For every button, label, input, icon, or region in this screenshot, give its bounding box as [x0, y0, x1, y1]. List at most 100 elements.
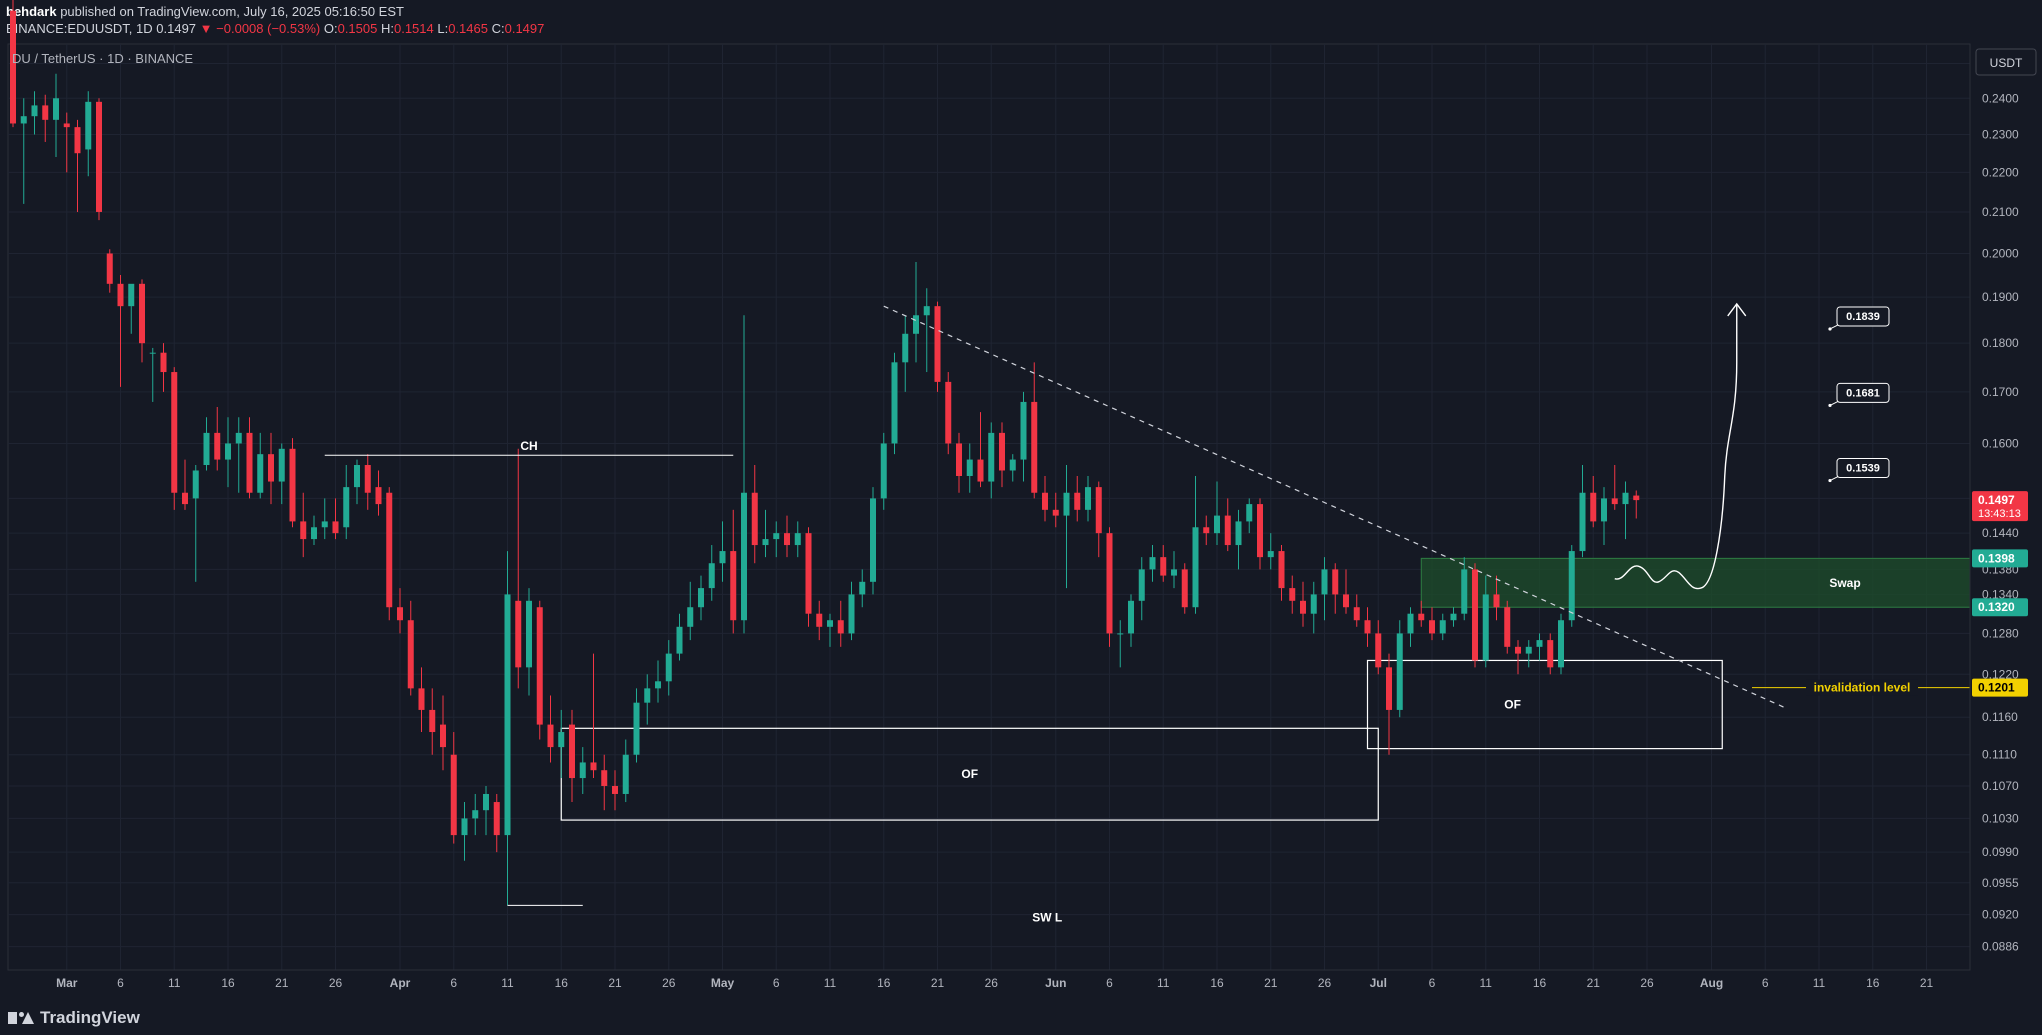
- candle-body[interactable]: [128, 283, 135, 307]
- candle-body[interactable]: [332, 521, 339, 534]
- candle-body[interactable]: [655, 681, 661, 689]
- candle-body[interactable]: [418, 688, 425, 710]
- candle-body[interactable]: [1009, 459, 1016, 471]
- candle-body[interactable]: [311, 527, 317, 540]
- candle-body[interactable]: [1343, 594, 1349, 608]
- candle-body[interactable]: [343, 487, 350, 528]
- candle-body[interactable]: [1568, 551, 1575, 621]
- candle-body[interactable]: [719, 551, 726, 564]
- candle-body[interactable]: [1353, 607, 1360, 621]
- candle-body[interactable]: [999, 432, 1005, 471]
- candle-body[interactable]: [1364, 620, 1371, 634]
- candle-body[interactable]: [225, 443, 231, 460]
- candle-body[interactable]: [1235, 521, 1242, 546]
- candle-body[interactable]: [192, 470, 199, 499]
- candle-body[interactable]: [1547, 640, 1554, 668]
- candle-body[interactable]: [687, 607, 694, 627]
- price-chart[interactable]: Swap OF OF CH SW L 0.1539 0.1681 0.1839 invalid…: [0, 0, 2042, 1000]
- candle-body[interactable]: [1181, 569, 1188, 608]
- candle-body[interactable]: [708, 563, 715, 589]
- candle-body[interactable]: [268, 454, 274, 482]
- candle-body[interactable]: [762, 539, 769, 546]
- candle-body[interactable]: [698, 588, 704, 608]
- candle-body[interactable]: [1429, 620, 1435, 634]
- candle-body[interactable]: [20, 116, 27, 124]
- candle-body[interactable]: [794, 533, 801, 546]
- candle-body[interactable]: [816, 613, 823, 627]
- candle-body[interactable]: [1063, 492, 1070, 516]
- candle-body[interactable]: [1203, 527, 1210, 534]
- candle-body[interactable]: [751, 492, 758, 546]
- candle-body[interactable]: [579, 762, 586, 779]
- candle-body[interactable]: [526, 600, 532, 668]
- candle-body[interactable]: [536, 607, 543, 725]
- candle-body[interactable]: [601, 770, 608, 786]
- symbol-label[interactable]: BINANCE:EDUUSDT, 1D: [6, 21, 153, 36]
- candle-body[interactable]: [1149, 557, 1156, 570]
- candle-body[interactable]: [569, 724, 575, 779]
- candle-body[interactable]: [171, 372, 178, 493]
- author-name[interactable]: behdark: [6, 4, 57, 19]
- tradingview-brand[interactable]: TradingView: [8, 1008, 140, 1028]
- candle-body[interactable]: [1095, 487, 1102, 534]
- candle-body[interactable]: [1214, 515, 1220, 534]
- candle-body[interactable]: [988, 432, 995, 482]
- candle-body[interactable]: [139, 283, 145, 344]
- candle-body[interactable]: [1128, 600, 1134, 634]
- currency-button[interactable]: [1975, 48, 2037, 76]
- candle-body[interactable]: [1310, 594, 1317, 614]
- candle-body[interactable]: [1525, 646, 1532, 654]
- candle-body[interactable]: [1482, 594, 1489, 661]
- candle-body[interactable]: [558, 732, 565, 748]
- candle-body[interactable]: [1117, 633, 1124, 635]
- candle-body[interactable]: [891, 362, 898, 444]
- candle-body[interactable]: [1020, 401, 1027, 460]
- candle-body[interactable]: [1558, 620, 1564, 668]
- candle-body[interactable]: [85, 101, 92, 150]
- candle-body[interactable]: [880, 443, 887, 499]
- candle-body[interactable]: [1042, 492, 1048, 510]
- candle-body[interactable]: [1418, 613, 1425, 621]
- candle-body[interactable]: [182, 492, 188, 505]
- candle-body[interactable]: [63, 123, 70, 128]
- candle-body[interactable]: [1289, 588, 1296, 601]
- candle-body[interactable]: [644, 688, 651, 703]
- candle-body[interactable]: [1106, 533, 1113, 634]
- candle-body[interactable]: [784, 533, 790, 546]
- candle-body[interactable]: [590, 762, 597, 771]
- candle-body[interactable]: [1031, 401, 1038, 493]
- candle-body[interactable]: [1321, 569, 1328, 595]
- candle-body[interactable]: [741, 492, 747, 621]
- candle-body[interactable]: [676, 626, 683, 654]
- candle-body[interactable]: [1332, 569, 1339, 595]
- candle-body[interactable]: [1257, 504, 1263, 558]
- candle-body[interactable]: [1579, 492, 1586, 552]
- candle-body[interactable]: [1160, 557, 1167, 576]
- candle-body[interactable]: [53, 98, 59, 120]
- candle-body[interactable]: [1493, 594, 1500, 608]
- candle-body[interactable]: [31, 105, 38, 117]
- candle-body[interactable]: [386, 492, 393, 608]
- candle-body[interactable]: [235, 432, 242, 444]
- candle-body[interactable]: [214, 432, 221, 460]
- candle-body[interactable]: [257, 454, 264, 493]
- currency-label[interactable]: USDT: [1990, 56, 2023, 70]
- candle-body[interactable]: [440, 724, 446, 748]
- candle-body[interactable]: [848, 594, 855, 634]
- candle-body[interactable]: [1439, 620, 1446, 634]
- candle-body[interactable]: [289, 448, 296, 522]
- candle-body[interactable]: [74, 127, 81, 154]
- candle-body[interactable]: [1611, 498, 1618, 505]
- candles-layer[interactable]: [10, 0, 1640, 906]
- candle-body[interactable]: [1450, 613, 1457, 621]
- candle-body[interactable]: [96, 101, 102, 212]
- candle-body[interactable]: [300, 521, 307, 540]
- candle-body[interactable]: [1601, 498, 1607, 522]
- candle-body[interactable]: [1504, 607, 1511, 647]
- candle-body[interactable]: [375, 487, 382, 505]
- candle-body[interactable]: [1375, 633, 1382, 668]
- candle-body[interactable]: [827, 620, 833, 627]
- candle-body[interactable]: [1536, 640, 1543, 647]
- candle-body[interactable]: [612, 785, 618, 794]
- candle-body[interactable]: [837, 620, 844, 634]
